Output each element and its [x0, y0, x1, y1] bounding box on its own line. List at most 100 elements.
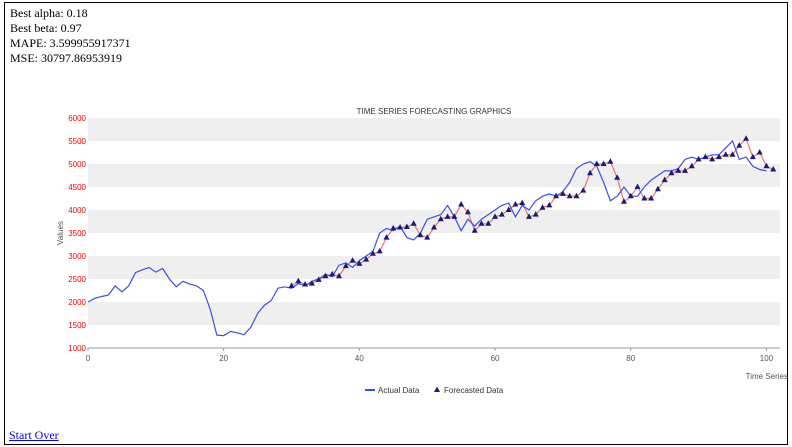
forecast-point [539, 204, 546, 210]
forecast-point [424, 234, 431, 240]
forecast-point [587, 169, 594, 176]
best-beta: Best beta: 0.97 [10, 21, 82, 35]
forecast-point [525, 213, 532, 219]
chart-title: TIME SERIES FORECASTING GRAPHICS [357, 107, 512, 116]
forecast-point [322, 272, 329, 279]
forecast-point [464, 208, 471, 215]
forecast-point [566, 192, 573, 199]
forecast-point [607, 158, 614, 164]
forecast-point [641, 195, 648, 201]
y-tick-label: 4500 [68, 183, 86, 192]
forecast-point [336, 272, 343, 279]
forecast-point [342, 262, 349, 269]
forecast-point [519, 199, 526, 206]
forecast-point [410, 220, 417, 226]
legend-actual-label: Actual Data [378, 386, 420, 395]
y-tick-label: 5000 [68, 160, 86, 169]
forecast-point [661, 176, 668, 183]
mse-value: MSE: 30797.86953919 [10, 51, 123, 65]
forecast-point [688, 162, 695, 169]
forecast-point [634, 183, 641, 189]
y-tick-label: 3000 [68, 252, 86, 261]
forecast-point [715, 153, 722, 160]
forecast-point [722, 151, 729, 157]
forecast-point [702, 153, 709, 160]
x-tick-label: 100 [760, 354, 774, 363]
forecast-point [512, 200, 519, 207]
y-tick-label: 5500 [68, 137, 86, 146]
forecast-point [770, 166, 777, 172]
forecast-point [743, 135, 750, 141]
forecast-point [376, 247, 383, 254]
forecast-point [709, 155, 716, 162]
forecast-point [614, 174, 621, 180]
x-axis-label: Time Series [746, 372, 788, 381]
forecast-point [437, 215, 444, 222]
forecast-point [763, 162, 770, 169]
forecast-point [620, 198, 627, 204]
forecast-point [444, 213, 451, 219]
forecast-point [349, 257, 356, 263]
forecast-point [505, 206, 512, 212]
forecast-point [302, 281, 309, 287]
start-over-link[interactable]: Start Over [9, 428, 59, 442]
actual-series-line [87, 139, 767, 337]
forecast-point [363, 256, 370, 262]
forecast-point [559, 190, 566, 196]
mape-value: MAPE: 3.599955917371 [10, 36, 131, 50]
forecast-point [403, 223, 410, 230]
grid-band [88, 210, 780, 233]
y-tick-label: 2500 [68, 275, 86, 284]
forecast-point [431, 223, 437, 230]
forecast-point [397, 223, 404, 230]
legend-forecast-swatch [434, 386, 440, 392]
forecast-point [356, 260, 363, 266]
best-alpha: Best alpha: 0.18 [10, 6, 88, 20]
forecast-point [478, 220, 485, 226]
forecast-point [369, 250, 376, 256]
forecast-point [580, 187, 587, 193]
forecast-point [600, 160, 607, 166]
forecast-point [627, 192, 634, 199]
y-tick-label: 2000 [68, 298, 86, 307]
page-frame [4, 2, 788, 445]
forecast-point [451, 213, 458, 219]
forecast-point [458, 200, 465, 207]
forecast-point [308, 280, 315, 286]
forecast-point [648, 195, 655, 201]
forecast-point [593, 160, 600, 166]
y-axis-label: Values [56, 221, 65, 245]
y-tick-label: 3500 [68, 229, 86, 238]
forecast-point [749, 153, 756, 160]
forecast-point [329, 270, 336, 277]
forecast-point [729, 151, 736, 157]
x-tick-label: 0 [86, 354, 91, 363]
forecast-point [668, 169, 675, 176]
forecast-point [736, 142, 743, 148]
forecast-point [471, 227, 478, 233]
forecast-point [695, 155, 702, 162]
grid-band [88, 302, 780, 325]
forecast-point [417, 231, 424, 238]
forecast-point [498, 211, 505, 217]
x-tick-label: 20 [219, 354, 228, 363]
forecast-point [682, 167, 689, 173]
forecast-point [532, 211, 539, 217]
x-tick-label: 40 [355, 354, 364, 363]
forecast-point [675, 167, 682, 173]
forecast-point [288, 282, 295, 288]
forecast-point [390, 224, 397, 231]
results-panel: Best alpha: 0.18 Best beta: 0.97 MAPE: 3… [10, 6, 131, 66]
forecast-point [553, 192, 560, 199]
grid-band [88, 118, 780, 141]
grid-band [88, 164, 780, 187]
forecast-point [492, 213, 499, 219]
forecast-point [295, 277, 302, 284]
forecast-point [654, 185, 661, 192]
forecast-point [573, 192, 580, 199]
forecast-point [756, 149, 763, 155]
y-tick-label: 1000 [68, 344, 86, 353]
legend-forecast-label: Forecasted Data [444, 386, 504, 395]
x-tick-label: 60 [491, 354, 500, 363]
